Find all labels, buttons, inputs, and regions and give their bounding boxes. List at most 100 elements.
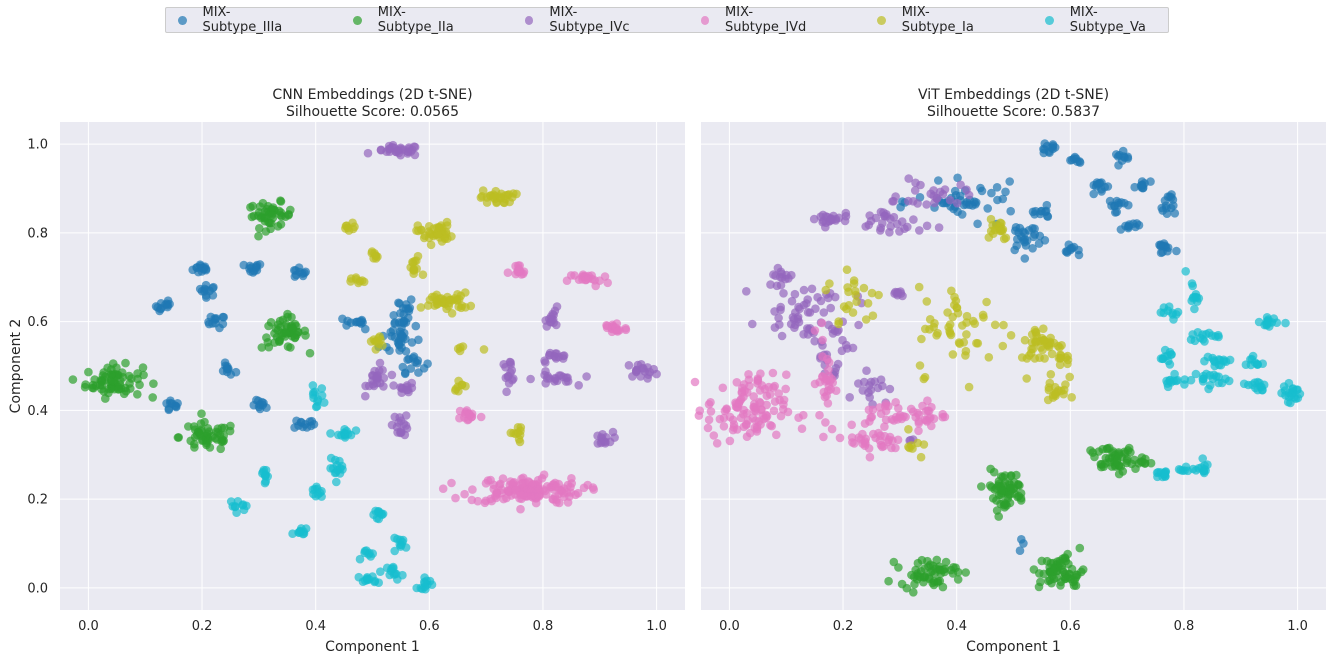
scatter-point	[875, 403, 884, 412]
scatter-point	[861, 222, 870, 231]
scatter-point	[1001, 233, 1011, 243]
scatter-point	[900, 224, 909, 233]
scatter-point	[1005, 177, 1014, 186]
scatter-point	[426, 240, 436, 250]
scatter-point	[904, 174, 913, 183]
scatter-point	[996, 226, 1005, 236]
scatter-point	[984, 353, 994, 362]
scatter-point	[1040, 145, 1049, 154]
scatter-point	[1198, 374, 1208, 384]
scatter-point	[1034, 582, 1044, 592]
scatter-point	[1039, 324, 1048, 334]
scatter-point	[961, 568, 970, 577]
scatter-point	[574, 381, 583, 390]
scatter-point	[1057, 341, 1066, 350]
scatter-point	[332, 477, 341, 487]
scatter-point	[385, 346, 394, 356]
scatter-point	[797, 424, 807, 434]
scatter-point	[1279, 382, 1289, 391]
scatter-point	[1046, 333, 1055, 343]
scatter-point	[1044, 383, 1054, 392]
scatter-point	[1067, 243, 1077, 253]
scatter-point	[184, 422, 193, 431]
scatter-point	[508, 193, 517, 202]
scatter-point	[802, 299, 811, 308]
scatter-point	[1107, 201, 1116, 210]
scatter-point	[718, 383, 728, 393]
scatter-point	[374, 514, 384, 524]
scatter-point	[861, 315, 871, 324]
scatter-point	[273, 325, 283, 335]
scatter-point	[539, 470, 549, 480]
scatter-point	[1191, 466, 1201, 475]
scatter-point	[742, 408, 752, 418]
scatter-point	[290, 423, 299, 432]
scatter-point	[639, 364, 648, 373]
scatter-point	[844, 287, 853, 297]
scatter-point	[704, 400, 714, 409]
scatter-point	[364, 381, 374, 391]
scatter-point	[987, 188, 996, 198]
legend-label: MIX-Subtype_Va	[1069, 5, 1146, 35]
scatter-point	[868, 311, 878, 321]
scatter-point	[382, 563, 392, 573]
scatter-point	[962, 311, 972, 321]
scatter-point	[247, 212, 257, 222]
scatter-point	[291, 270, 301, 280]
scatter-point	[834, 325, 843, 335]
scatter-point	[387, 420, 397, 430]
scatter-point	[429, 224, 439, 233]
scatter-point	[257, 397, 267, 407]
scatter-point	[579, 483, 589, 493]
scatter-point	[1097, 187, 1106, 196]
scatter-point	[999, 320, 1008, 330]
scatter-point	[945, 195, 955, 205]
scatter-point	[847, 420, 856, 430]
scatter-point	[952, 198, 962, 208]
scatter-point	[1201, 466, 1210, 475]
scatter-point	[1028, 244, 1037, 253]
scatter-point	[776, 302, 785, 312]
scatter-point	[413, 356, 423, 365]
legend-label: MIX-Subtype_IVd	[725, 5, 807, 35]
scatter-point	[1264, 315, 1273, 324]
scatter-point	[608, 320, 617, 330]
scatter-point	[1098, 444, 1107, 454]
scatter-point	[906, 404, 916, 414]
scatter-point	[1046, 370, 1056, 379]
scatter-point	[896, 289, 906, 298]
scatter-point	[301, 420, 310, 429]
scatter-point	[749, 392, 758, 401]
scatter-points	[690, 139, 1305, 597]
scatter-point	[455, 413, 464, 423]
scatter-point	[1200, 356, 1209, 366]
scatter-point	[703, 423, 713, 433]
scatter-point	[390, 546, 400, 556]
scatter-point	[757, 381, 767, 390]
scatter-point	[1071, 581, 1081, 590]
scatter-point	[876, 223, 886, 233]
scatter-point	[457, 380, 467, 390]
scatter-point	[1295, 389, 1305, 399]
plot-area	[60, 122, 685, 610]
scatter-point	[998, 472, 1008, 482]
scatter-point	[403, 355, 412, 365]
scatter-point	[984, 233, 994, 242]
scatter-point	[1089, 189, 1098, 199]
legend: MIX-Subtype_IIIa MIX-Subtype_IIa MIX-Subty…	[165, 5, 1169, 35]
scatter-point	[526, 374, 535, 384]
scatter-point	[925, 315, 935, 324]
scatter-point	[1105, 457, 1114, 467]
scatter-point	[309, 420, 319, 429]
scatter-point	[782, 370, 791, 380]
chart-panel-1: 0.0 0.2 0.4 0.6 0.8 1.0 0.0 0.2 0.4 0.6 0.8 1.0 CNN …	[8, 87, 685, 655]
scatter-point	[774, 313, 783, 323]
scatter-point	[910, 186, 920, 195]
scatter-point	[1034, 239, 1044, 248]
scatter-point	[163, 302, 172, 312]
scatter-point	[1044, 342, 1054, 352]
scatter-point	[225, 426, 235, 436]
scatter-point	[787, 296, 797, 306]
scatter-point	[1174, 465, 1184, 474]
